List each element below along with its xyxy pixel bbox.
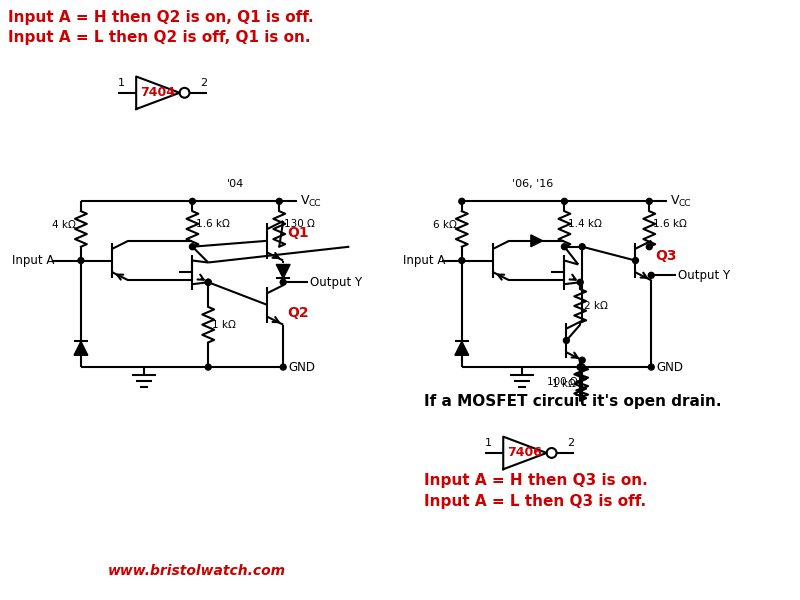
Text: 130 Ω: 130 Ω xyxy=(284,219,315,229)
Polygon shape xyxy=(74,341,88,355)
Text: Input A: Input A xyxy=(402,254,445,267)
Circle shape xyxy=(646,199,652,204)
Text: Input A = H then Q3 is on.: Input A = H then Q3 is on. xyxy=(424,473,648,488)
Text: '04: '04 xyxy=(227,179,245,190)
Text: 2 kΩ: 2 kΩ xyxy=(584,301,608,311)
Circle shape xyxy=(190,244,195,250)
Text: 1.6 kΩ: 1.6 kΩ xyxy=(196,219,230,229)
Circle shape xyxy=(276,199,282,204)
Text: '06, '16: '06, '16 xyxy=(512,179,554,190)
Text: Input A = H then Q2 is on, Q1 is off.: Input A = H then Q2 is on, Q1 is off. xyxy=(8,10,314,25)
Text: 2: 2 xyxy=(200,78,207,88)
Circle shape xyxy=(579,244,585,250)
Circle shape xyxy=(579,364,585,370)
Text: 7406: 7406 xyxy=(507,446,542,460)
Text: 1: 1 xyxy=(485,438,492,448)
Circle shape xyxy=(459,257,465,263)
Text: 6 kΩ: 6 kΩ xyxy=(433,220,457,230)
Text: V: V xyxy=(301,194,310,207)
Text: CC: CC xyxy=(309,199,322,208)
Text: 2: 2 xyxy=(566,438,574,448)
Circle shape xyxy=(578,364,583,370)
Text: CC: CC xyxy=(679,199,691,208)
Text: GND: GND xyxy=(288,361,315,374)
Circle shape xyxy=(206,279,211,285)
Circle shape xyxy=(78,257,84,263)
Circle shape xyxy=(646,244,652,250)
Circle shape xyxy=(206,279,211,285)
Circle shape xyxy=(579,357,585,363)
Text: 7404: 7404 xyxy=(140,86,175,99)
Circle shape xyxy=(648,272,654,278)
Text: GND: GND xyxy=(656,361,683,374)
Circle shape xyxy=(648,364,654,370)
Text: 1: 1 xyxy=(118,78,125,88)
Text: Output Y: Output Y xyxy=(310,276,362,289)
Circle shape xyxy=(280,279,286,285)
Text: Q3: Q3 xyxy=(655,248,677,263)
Text: Q2: Q2 xyxy=(287,306,309,320)
Circle shape xyxy=(280,364,286,370)
Circle shape xyxy=(578,364,583,370)
Text: If a MOSFET circuit it's open drain.: If a MOSFET circuit it's open drain. xyxy=(424,394,722,409)
Text: www.bristolwatch.com: www.bristolwatch.com xyxy=(108,564,286,578)
Circle shape xyxy=(206,364,211,370)
Text: 1.4 kΩ: 1.4 kΩ xyxy=(568,219,602,229)
Text: Output Y: Output Y xyxy=(678,269,730,282)
Text: Input A = L then Q3 is off.: Input A = L then Q3 is off. xyxy=(424,494,646,509)
Circle shape xyxy=(562,199,567,204)
Text: Input A: Input A xyxy=(12,254,54,267)
Text: 1 kΩ: 1 kΩ xyxy=(212,320,236,329)
Text: 1 kΩ: 1 kΩ xyxy=(552,379,576,389)
Polygon shape xyxy=(276,265,290,278)
Text: 1.6 kΩ: 1.6 kΩ xyxy=(654,219,687,229)
Circle shape xyxy=(563,337,570,343)
Circle shape xyxy=(459,199,465,204)
Polygon shape xyxy=(531,235,542,247)
Text: 100 Ω: 100 Ω xyxy=(547,377,578,387)
Text: Q1: Q1 xyxy=(287,226,309,240)
Text: Input A = L then Q2 is off, Q1 is on.: Input A = L then Q2 is off, Q1 is on. xyxy=(8,29,310,44)
Circle shape xyxy=(578,279,583,285)
Circle shape xyxy=(633,257,638,263)
Text: 4 kΩ: 4 kΩ xyxy=(52,220,76,230)
Polygon shape xyxy=(455,341,469,355)
Circle shape xyxy=(190,199,195,204)
Text: V: V xyxy=(671,194,679,207)
Circle shape xyxy=(562,244,567,250)
